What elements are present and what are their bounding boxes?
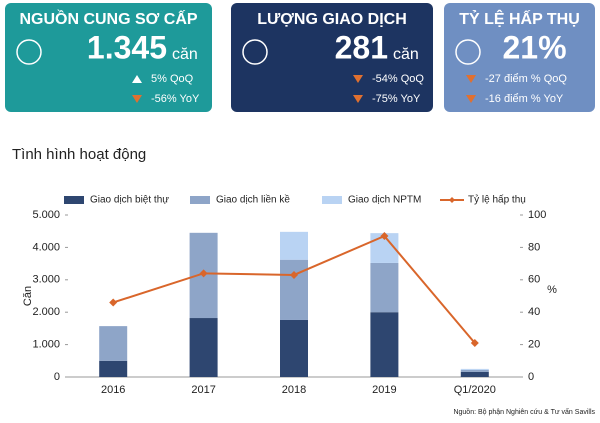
change-text: 5% QoQ [151, 73, 194, 85]
card-icon [455, 39, 481, 65]
line-marker [470, 338, 479, 347]
line-marker [380, 232, 389, 241]
change-text: -16 điểm % YoY [485, 93, 564, 105]
y2-axis-label: % [547, 284, 557, 296]
x-tick-label: 2016 [101, 384, 125, 396]
y-tick-label: 0 [54, 371, 60, 383]
y2-tick-label: 80 [528, 241, 540, 253]
y-tick-label: 3.000 [32, 274, 60, 286]
card-value: 281 [335, 29, 388, 65]
y2-tick-label: 20 [528, 339, 540, 351]
change-text: -54% QoQ [372, 73, 424, 85]
bar-segment [460, 369, 489, 372]
card-value: 1.345 [87, 29, 167, 65]
legend-label: Giao dịch NPTM [348, 195, 421, 206]
change-arrow [132, 75, 142, 83]
x-tick-label: 2017 [191, 384, 215, 396]
card [5, 3, 212, 112]
bar-segment [189, 318, 218, 377]
legend-swatch [64, 196, 84, 204]
change-arrow [132, 95, 142, 103]
change-arrow [466, 95, 476, 103]
y-axis-label: Căn [22, 286, 34, 306]
change-arrow [353, 75, 363, 83]
change-arrow [466, 75, 476, 83]
legend-swatch [322, 196, 342, 204]
line-marker [109, 298, 118, 307]
x-tick-label: 2018 [282, 384, 306, 396]
card-title: NGUỒN CUNG SƠ CẤP [19, 9, 197, 28]
bar-segment [99, 326, 128, 361]
card-icon [242, 39, 268, 65]
change-text: -27 điểm % QoQ [485, 73, 567, 85]
source: Nguồn: Bộ phận Nghiên cứu & Tư vấn Savil… [453, 407, 595, 416]
y2-tick-label: 100 [528, 209, 546, 221]
card [444, 3, 595, 112]
y2-tick-label: 40 [528, 306, 540, 318]
change-arrow [353, 95, 363, 103]
line-marker [290, 270, 298, 279]
bar-segment [99, 360, 128, 377]
y2-tick-label: 60 [528, 274, 540, 286]
bar-segment [280, 259, 308, 320]
change-text: -56% YoY [151, 93, 200, 105]
section-title: Tình hình hoạt động [12, 146, 146, 163]
bar-segment [370, 262, 399, 313]
y-tick-label: 5.000 [32, 209, 60, 221]
card-icon [16, 39, 42, 65]
bar-segment [460, 371, 489, 377]
card [231, 3, 433, 112]
x-tick-label: Q1/2020 [454, 384, 496, 396]
legend-label: Giao dịch liền kề [216, 194, 290, 206]
card-unit: căn [172, 46, 198, 63]
bar-segment [460, 368, 489, 370]
y2-tick-label: 0 [528, 371, 534, 383]
y-tick-label: 1.000 [32, 339, 60, 351]
bar-segment [370, 312, 399, 377]
legend-label: Giao dịch biệt thự [90, 195, 169, 206]
card-title: TỶ LỆ HẤP THỤ [459, 9, 580, 28]
line-marker [199, 269, 208, 278]
x-tick-label: 2019 [372, 384, 396, 396]
legend-swatch [190, 196, 210, 204]
legend-marker [449, 197, 455, 203]
y-tick-label: 4.000 [32, 241, 60, 253]
bar-segment [280, 231, 308, 260]
change-text: -75% YoY [372, 93, 421, 105]
card-unit: căn [393, 46, 419, 63]
legend-label: Tỷ lệ hấp thụ [468, 194, 526, 206]
bar-segment [280, 319, 308, 377]
card-value: 21% [502, 29, 566, 65]
y-tick-label: 2.000 [32, 306, 60, 318]
card-title: LƯỢNG GIAO DỊCH [257, 11, 407, 28]
